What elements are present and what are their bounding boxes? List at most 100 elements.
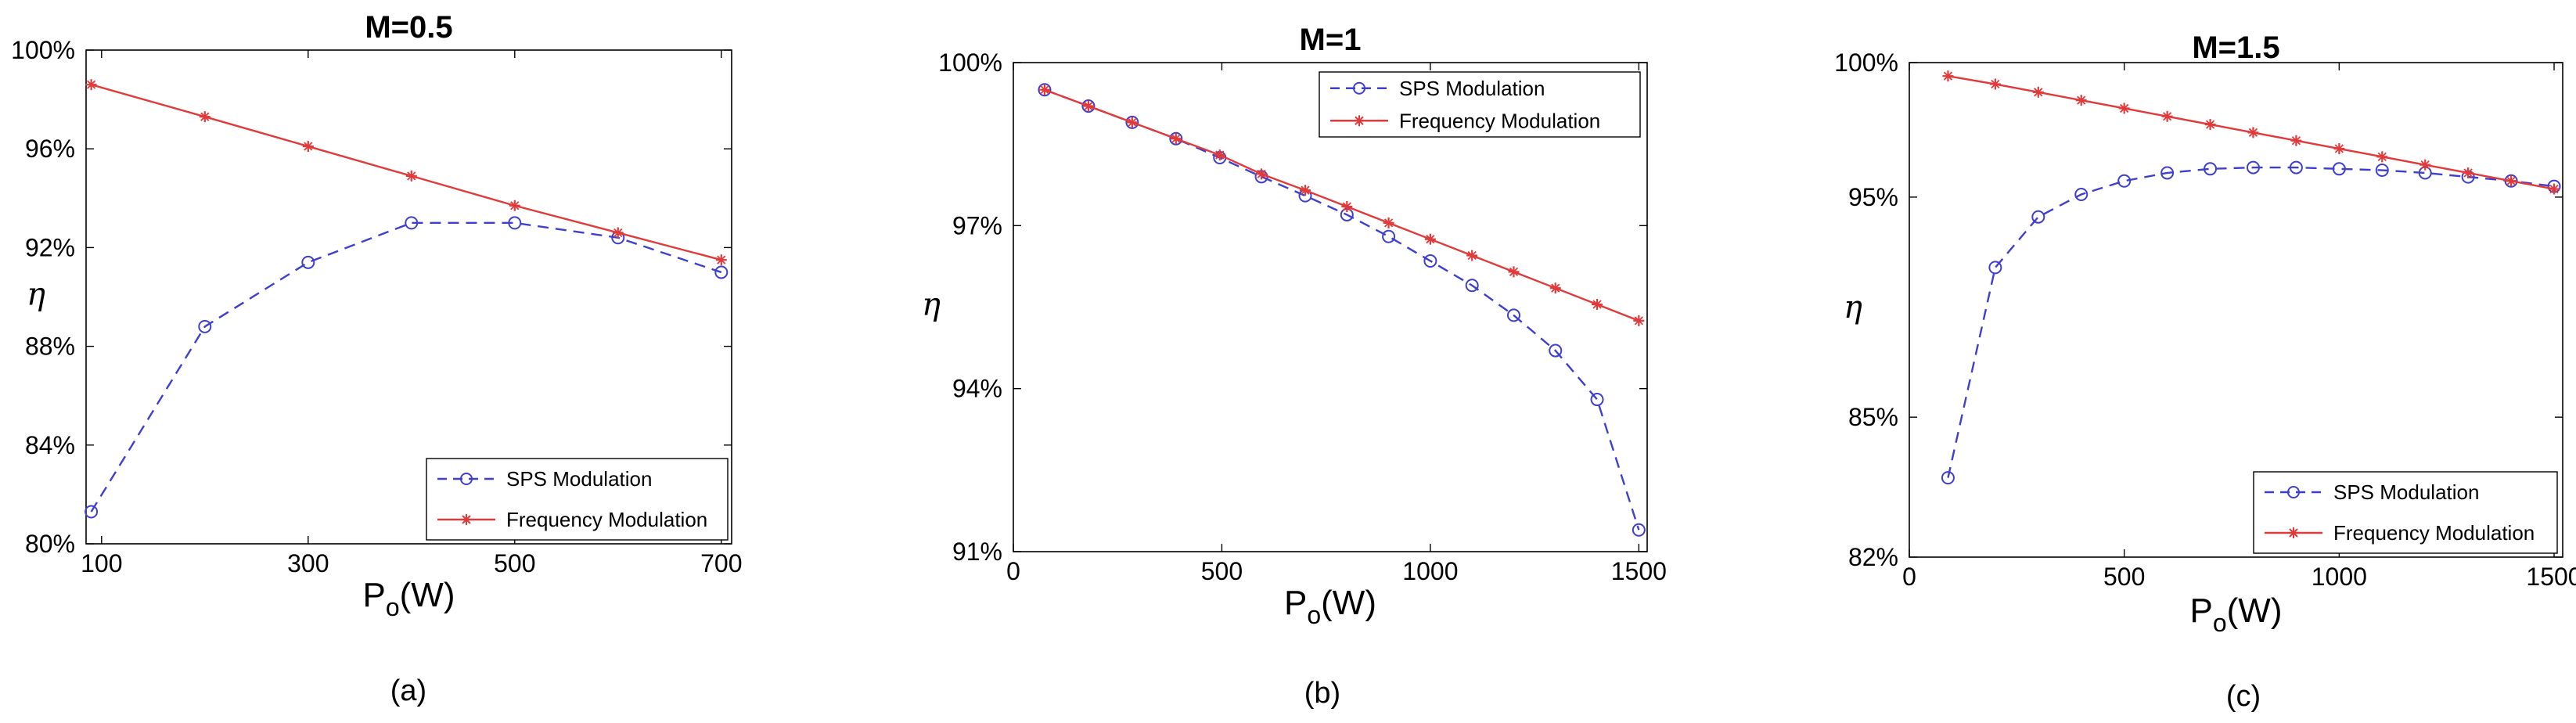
x-axis-label-sub: o bbox=[1307, 601, 1321, 629]
data-point-sps bbox=[85, 505, 99, 519]
data-point-sps bbox=[508, 216, 522, 230]
data-point-freq bbox=[2204, 119, 2216, 131]
x-axis-label-main: P bbox=[1284, 584, 1307, 622]
data-point-freq bbox=[1466, 250, 1478, 261]
marker-stroke bbox=[2034, 88, 2043, 97]
marker-stroke bbox=[1128, 117, 1137, 128]
y-tick-label: 82% bbox=[1848, 543, 1898, 571]
y-tick-label: 84% bbox=[25, 431, 75, 459]
legend-marker-freq bbox=[461, 514, 472, 525]
data-point-freq bbox=[2118, 103, 2130, 114]
legend-marker-freq bbox=[1354, 115, 1365, 127]
marker-stroke bbox=[717, 255, 726, 264]
x-tick-label: 500 bbox=[1201, 557, 1243, 585]
data-point-sps bbox=[198, 319, 212, 333]
x-axis-label: Po(W) bbox=[2190, 592, 2283, 637]
marker-stroke bbox=[2420, 160, 2430, 170]
x-axis-label-sub: o bbox=[2213, 609, 2227, 637]
marker-stroke bbox=[1215, 150, 1225, 160]
marker-stroke bbox=[407, 171, 416, 181]
chart-title: M=1 bbox=[1300, 23, 1362, 57]
x-tick-label: 0 bbox=[1902, 563, 1916, 591]
data-point-sps bbox=[1169, 131, 1183, 146]
marker-stroke bbox=[304, 142, 313, 151]
data-point-freq bbox=[199, 111, 210, 123]
data-point-freq bbox=[1383, 217, 1394, 228]
x-tick-label: 1500 bbox=[2526, 563, 2576, 591]
y-tick-label: 92% bbox=[25, 233, 75, 261]
marker-stroke bbox=[1467, 250, 1477, 261]
data-point-freq bbox=[2463, 167, 2474, 178]
data-point-freq bbox=[2290, 135, 2302, 146]
data-point-freq bbox=[1508, 266, 1520, 278]
x-axis-label-main: P bbox=[363, 576, 386, 614]
legend-marker-sps bbox=[1353, 81, 1365, 95]
legend-marker-sps bbox=[2287, 486, 2300, 498]
data-point-sps bbox=[1081, 99, 1096, 113]
legend-label-freq: Frequency Modulation bbox=[1399, 109, 1600, 132]
marker-stroke bbox=[2162, 112, 2172, 121]
data-point-sps bbox=[1382, 229, 1396, 243]
data-point-sps bbox=[1549, 344, 1563, 358]
data-point-freq bbox=[85, 79, 97, 91]
marker-stroke bbox=[2377, 152, 2387, 161]
y-tick-label: 95% bbox=[1848, 183, 1898, 211]
series-line-sps bbox=[1947, 166, 2555, 478]
data-point-freq bbox=[1256, 168, 1268, 180]
data-point-freq bbox=[1038, 84, 1050, 95]
data-point-freq bbox=[1170, 133, 1182, 145]
legend-label-sps: SPS Modulation bbox=[2333, 480, 2479, 504]
x-tick-label: 500 bbox=[2103, 563, 2145, 591]
data-point-freq bbox=[1942, 70, 1954, 82]
marker-stroke bbox=[86, 80, 96, 89]
marker-stroke bbox=[1991, 79, 2000, 89]
data-point-freq bbox=[2376, 151, 2388, 163]
legend-label-sps: SPS Modulation bbox=[506, 467, 652, 491]
marker-stroke bbox=[1301, 185, 1310, 195]
data-point-sps bbox=[301, 255, 315, 269]
x-tick-label: 100 bbox=[81, 549, 122, 577]
x-axis-label-unit: (W) bbox=[400, 576, 455, 614]
marker-stroke bbox=[200, 112, 210, 121]
chart-panel-c: M=1.5 82% 85% 95% 100% 0 500 1000 1500 η Po(W) SPS … bbox=[1834, 31, 2576, 713]
x-tick-label: 700 bbox=[700, 549, 742, 577]
y-tick-label: 100% bbox=[938, 49, 1002, 77]
marker-stroke bbox=[1551, 283, 1560, 293]
marker-stroke bbox=[1634, 316, 1643, 326]
marker-stroke bbox=[2506, 176, 2516, 185]
marker-stroke bbox=[1084, 101, 1093, 111]
y-tick-label: 88% bbox=[25, 333, 75, 361]
y-axis-label: η bbox=[1844, 290, 1862, 326]
data-point-freq bbox=[2333, 143, 2345, 155]
marker-stroke bbox=[1509, 267, 1519, 276]
legend-box bbox=[1319, 71, 1641, 138]
series-line-freq bbox=[91, 84, 722, 261]
data-point-sps bbox=[2117, 174, 2132, 188]
legend-label-sps: SPS Modulation bbox=[1399, 77, 1545, 100]
axes-box bbox=[1909, 62, 2563, 558]
marker-stroke bbox=[613, 228, 623, 238]
y-tick-label: 80% bbox=[25, 530, 75, 558]
data-point-sps bbox=[2204, 162, 2218, 176]
data-point-freq bbox=[509, 200, 520, 211]
x-axis-label: Po(W) bbox=[363, 576, 455, 621]
data-point-freq bbox=[1592, 299, 1603, 311]
y-axis-label: η bbox=[922, 287, 941, 323]
y-tick-label: 85% bbox=[1848, 403, 1898, 431]
data-point-freq bbox=[1300, 185, 1311, 196]
series-line-sps bbox=[1044, 88, 1640, 531]
data-point-freq bbox=[612, 227, 624, 239]
data-point-sps bbox=[1590, 393, 1604, 407]
data-point-sps bbox=[2074, 187, 2089, 201]
data-point-sps bbox=[1038, 83, 1052, 97]
data-point-sps bbox=[405, 216, 419, 230]
chart-title: M=0.5 bbox=[365, 10, 452, 45]
panel-caption: (b) bbox=[1304, 677, 1340, 710]
data-point-sps bbox=[1506, 308, 1520, 322]
legend-box bbox=[2253, 471, 2558, 554]
marker-stroke bbox=[2120, 103, 2129, 113]
data-point-sps bbox=[1632, 523, 1646, 537]
y-tick-label: 100% bbox=[11, 36, 75, 64]
data-point-freq bbox=[302, 141, 314, 153]
data-point-sps bbox=[1423, 254, 1437, 268]
